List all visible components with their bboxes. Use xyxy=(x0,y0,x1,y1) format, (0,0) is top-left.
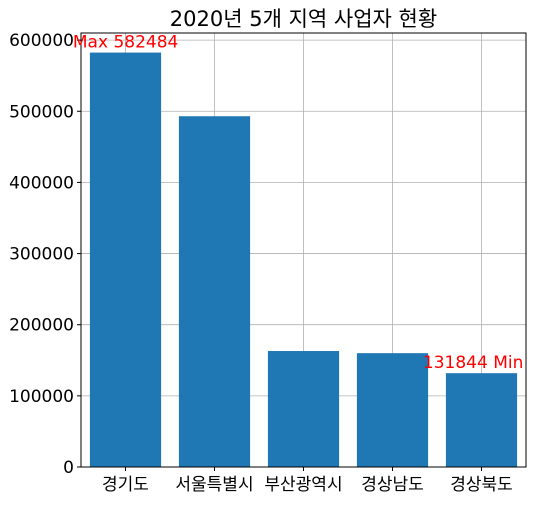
bar xyxy=(267,351,340,467)
y-tick-label: 0 xyxy=(63,458,74,478)
x-tick-label: 서울특별시 xyxy=(175,475,253,495)
chart-title: 2020년 5개 지역 사업자 현황 xyxy=(170,7,437,31)
x-tick-label: 경기도 xyxy=(102,475,149,495)
x-tick-label: 경상북도 xyxy=(450,475,513,495)
bars xyxy=(89,52,518,468)
y-tick-label: 400000 xyxy=(9,173,74,193)
bar xyxy=(89,52,162,467)
y-tick-label: 300000 xyxy=(9,245,74,265)
y-tick-label: 500000 xyxy=(9,102,74,122)
ticks: 0 100000 200000 300000 400000 500000 600000 경기도… xyxy=(9,31,513,495)
bar xyxy=(356,353,429,467)
x-tick-label: 경상남도 xyxy=(361,475,424,495)
x-tick-label: 부산광역시 xyxy=(264,475,342,495)
bar xyxy=(445,373,518,467)
bar xyxy=(178,116,251,468)
y-tick-label: 600000 xyxy=(9,31,74,51)
min-annotation: 131844 Min xyxy=(423,353,523,373)
annotations: Max 582484 131844 Min xyxy=(73,33,523,374)
y-tick-label: 200000 xyxy=(9,316,74,336)
y-tick-label: 100000 xyxy=(9,387,74,407)
max-annotation: Max 582484 xyxy=(73,33,178,53)
